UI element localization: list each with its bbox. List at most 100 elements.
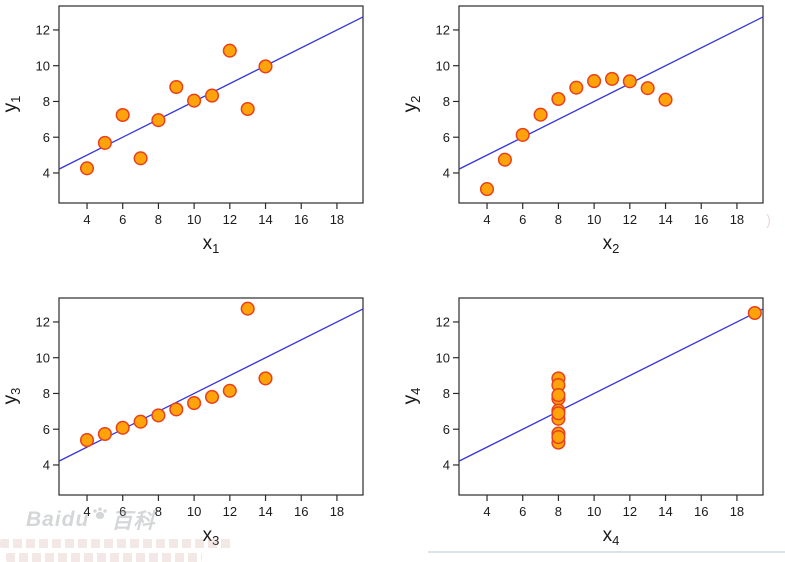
x-tick-label: 12 [623,504,637,519]
data-point [551,430,566,445]
y-tick-label: 12 [436,315,450,330]
y-tick-label: 4 [443,458,450,473]
x-tick-label: 8 [155,212,162,227]
x-tick-label: 10 [587,212,601,227]
x-tick-label: 4 [483,212,490,227]
x-tick-label: 14 [258,212,272,227]
watermark-artifact-line [6,553,202,562]
data-point [747,305,762,321]
data-point [204,88,220,103]
data-point [133,151,148,166]
data-point [133,414,148,429]
x-tick-label: 16 [694,504,708,519]
data-point [551,388,566,403]
data-point [169,402,184,417]
data-point [533,107,548,122]
subplot-anscombe-2: 4 6 8 10 12 14 16 18 4 6 8 10 12 x2 y2 [400,0,785,292]
data-point [151,113,166,128]
x-tick-label: 8 [555,504,562,519]
x-tick-label: 10 [187,504,201,519]
y-tick-label: 4 [43,458,50,473]
x-axis-label: x1 [203,233,220,256]
data-point [115,107,130,123]
y-tick-label: 10 [436,350,450,365]
watermark-artifact-line [0,539,232,548]
x-tick-label: 18 [730,504,744,519]
x-tick-label: 6 [519,504,526,519]
data-point [258,59,273,74]
data-point [79,161,95,176]
data-point [169,79,184,95]
y-tick-label: 6 [443,130,450,145]
y-tick-label: 6 [43,130,50,145]
x-tick-label: 4 [83,212,90,227]
data-point [187,93,202,108]
data-point [604,71,620,86]
x-tick-label: 14 [658,212,672,227]
x-axis-label: x2 [603,233,620,256]
data-point [222,383,237,398]
x-tick-label: 16 [294,504,308,519]
y-axis-label: y4 [400,388,423,405]
data-point [204,389,220,404]
y-axis-label: y2 [400,96,423,113]
x-tick-label: 4 [83,504,90,519]
baidu-baike-watermark: Baidu 百科 [26,505,155,535]
y-tick-label: 10 [36,350,50,365]
y-tick-label: 8 [443,386,450,401]
data-point [640,81,655,96]
x-tick-label: 10 [187,212,201,227]
x-tick-label: 8 [555,212,562,227]
data-point [258,371,273,386]
subplot-anscombe-4: 4 6 8 10 12 14 16 18 4 6 8 10 12 x4 y4 [400,292,785,562]
data-point [479,182,495,197]
paw-icon [92,502,108,526]
x-tick-label: 14 [258,504,272,519]
x-tick-label: 12 [623,212,637,227]
watermark-suffix-text: 百科 [111,510,156,533]
data-point [115,420,130,435]
data-point [569,80,584,95]
data-point [240,101,255,117]
y-tick-label: 8 [443,94,450,109]
x-tick-label: 10 [587,504,601,519]
axis-box [458,5,764,204]
subplot-anscombe-3: 46810121416184681012x3y3 [0,292,392,562]
subplot-anscombe-1: 4 6 8 10 12 14 16 18 4 6 8 10 12 x1 y1 [0,0,392,292]
x-tick-label: 6 [119,504,126,519]
x-tick-label: 8 [155,504,162,519]
y-tick-label: 8 [43,94,50,109]
y-tick-label: 4 [43,166,50,181]
x-tick-label: 18 [730,212,744,227]
data-point [551,406,566,421]
data-point [587,74,602,89]
data-point [551,91,566,107]
data-point [79,433,95,448]
y-tick-label: 10 [436,58,450,73]
fit-line [458,16,764,170]
x-tick-label: 12 [223,504,237,519]
x-tick-label: 18 [330,504,344,519]
data-point [151,408,166,423]
axis-box [58,297,364,496]
x-tick-label: 6 [519,212,526,227]
data-point [240,301,255,316]
data-point [97,426,112,442]
y-axis-label: y1 [0,96,23,113]
x-tick-label: 12 [223,212,237,227]
data-point [497,152,512,167]
x-tick-label: 14 [658,504,672,519]
data-point [187,396,202,411]
data-point [658,92,673,107]
y-tick-label: 4 [443,166,450,181]
data-point [97,135,112,150]
watermark-brand-text: Baidu [26,508,90,531]
bottom-artifact-line [428,551,785,553]
data-point [622,74,637,89]
y-axis-label: y3 [0,388,23,405]
fit-line [458,308,764,462]
edge-artifact-glyph: ) [766,212,771,229]
data-point [515,127,530,142]
x-tick-label: 18 [330,212,344,227]
